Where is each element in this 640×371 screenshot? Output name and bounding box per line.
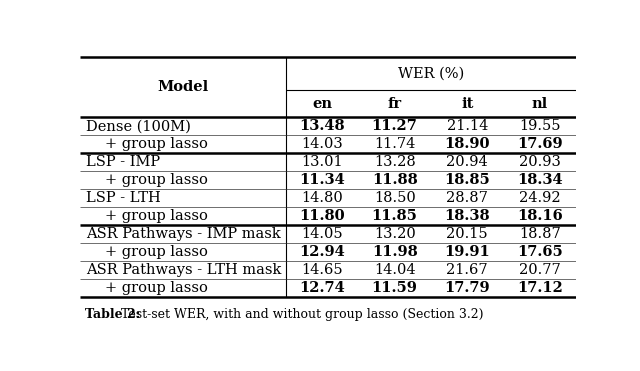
Text: 11.88: 11.88: [372, 173, 417, 187]
Text: 14.03: 14.03: [301, 137, 343, 151]
Text: 18.87: 18.87: [519, 227, 561, 242]
Text: 11.80: 11.80: [300, 209, 345, 223]
Text: 11.59: 11.59: [372, 281, 417, 295]
Text: 21.67: 21.67: [446, 263, 488, 278]
Text: 17.79: 17.79: [444, 281, 490, 295]
Text: 13.20: 13.20: [374, 227, 415, 242]
Text: 17.12: 17.12: [516, 281, 563, 295]
Text: 24.92: 24.92: [519, 191, 561, 206]
Text: + group lasso: + group lasso: [105, 173, 207, 187]
Text: 13.48: 13.48: [300, 119, 345, 133]
Text: + group lasso: + group lasso: [105, 245, 207, 259]
Text: 18.50: 18.50: [374, 191, 415, 206]
Text: 14.65: 14.65: [301, 263, 343, 278]
Text: + group lasso: + group lasso: [105, 209, 207, 223]
Text: 28.87: 28.87: [446, 191, 488, 206]
Text: Dense (100M): Dense (100M): [86, 119, 191, 133]
Text: 19.91: 19.91: [444, 245, 490, 259]
Text: 18.16: 18.16: [517, 209, 563, 223]
Text: Table 2:: Table 2:: [85, 308, 140, 321]
Text: 18.90: 18.90: [444, 137, 490, 151]
Text: 12.94: 12.94: [300, 245, 345, 259]
Text: 20.15: 20.15: [446, 227, 488, 242]
Text: ASR Pathways - IMP mask: ASR Pathways - IMP mask: [86, 227, 281, 242]
Text: 11.85: 11.85: [372, 209, 417, 223]
Text: Model: Model: [157, 81, 209, 94]
Text: LSP - IMP: LSP - IMP: [86, 155, 160, 169]
Text: 11.98: 11.98: [372, 245, 417, 259]
Text: 20.93: 20.93: [519, 155, 561, 169]
Text: WER (%): WER (%): [398, 67, 464, 81]
Text: 11.34: 11.34: [300, 173, 345, 187]
Text: 19.55: 19.55: [519, 119, 561, 133]
Text: ASR Pathways - LTH mask: ASR Pathways - LTH mask: [86, 263, 282, 278]
Text: 21.14: 21.14: [447, 119, 488, 133]
Text: 11.74: 11.74: [374, 137, 415, 151]
Text: 17.69: 17.69: [517, 137, 563, 151]
Text: 20.77: 20.77: [519, 263, 561, 278]
Text: 14.05: 14.05: [301, 227, 343, 242]
Text: LSP - LTH: LSP - LTH: [86, 191, 161, 206]
Text: 18.38: 18.38: [444, 209, 490, 223]
Text: 11.27: 11.27: [372, 119, 417, 133]
Text: 12.74: 12.74: [300, 281, 345, 295]
Text: fr: fr: [388, 97, 402, 111]
Text: 14.04: 14.04: [374, 263, 415, 278]
Text: Test-set WER, with and without group lasso (Section 3.2): Test-set WER, with and without group las…: [121, 308, 483, 321]
Text: 18.34: 18.34: [517, 173, 563, 187]
Text: it: it: [461, 97, 474, 111]
Text: 20.94: 20.94: [446, 155, 488, 169]
Text: 17.65: 17.65: [517, 245, 563, 259]
Text: nl: nl: [532, 97, 548, 111]
Text: + group lasso: + group lasso: [105, 281, 207, 295]
Text: + group lasso: + group lasso: [105, 137, 207, 151]
Text: 13.01: 13.01: [301, 155, 343, 169]
Text: 14.80: 14.80: [301, 191, 343, 206]
Text: 18.85: 18.85: [444, 173, 490, 187]
Text: 13.28: 13.28: [374, 155, 415, 169]
Text: en: en: [312, 97, 332, 111]
